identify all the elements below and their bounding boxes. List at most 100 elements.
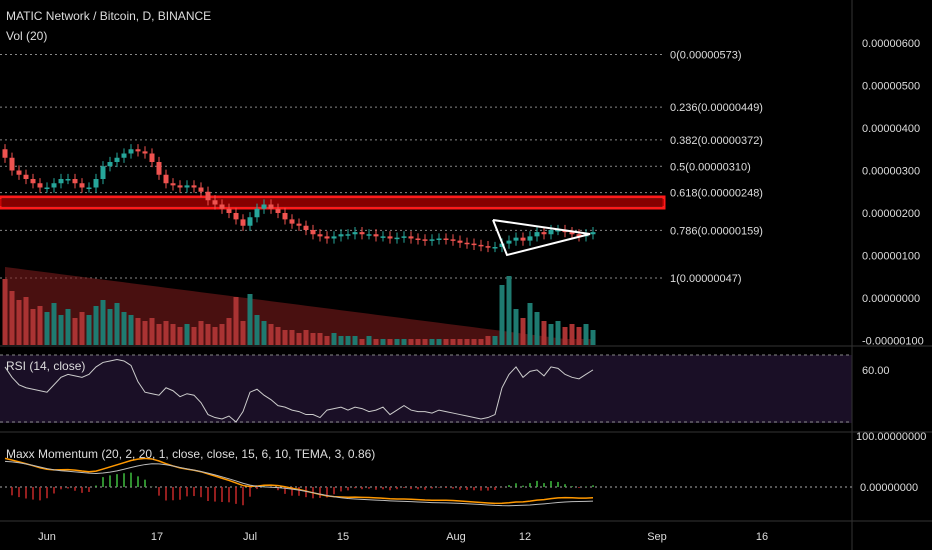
momentum-label: Maxx Momentum (20, 2, 20, 1, close, clos… bbox=[6, 447, 375, 461]
volume-bar bbox=[275, 327, 281, 345]
volume-bar bbox=[58, 315, 64, 345]
candle-body bbox=[387, 236, 393, 239]
candle-body bbox=[65, 179, 71, 181]
candle-body bbox=[555, 230, 561, 232]
candle-body bbox=[149, 153, 155, 162]
momentum-zero-label: 0.00000000 bbox=[860, 482, 918, 494]
candle-body bbox=[450, 239, 456, 241]
momentum-signal-line bbox=[4, 460, 594, 507]
candle-body bbox=[408, 236, 414, 239]
volume-bar bbox=[9, 291, 15, 345]
candle-body bbox=[240, 219, 246, 226]
candle-body bbox=[443, 238, 449, 240]
fib-label: 1(0.00000047) bbox=[670, 273, 742, 285]
candle-body bbox=[156, 162, 162, 175]
volume-bar bbox=[142, 321, 148, 345]
x-tick-label: Sep bbox=[647, 531, 667, 543]
volume-bar bbox=[205, 324, 211, 345]
y-tick-label: 0.00000600 bbox=[862, 38, 920, 50]
candle-body bbox=[9, 157, 15, 171]
volume-bar bbox=[212, 327, 218, 345]
volume-bar bbox=[282, 330, 288, 345]
candle-body bbox=[205, 191, 211, 201]
candle-body bbox=[51, 183, 57, 188]
chart-title: MATIC Network / Bitcoin, D, BINANCE bbox=[6, 9, 211, 23]
volume-bar bbox=[345, 336, 351, 345]
volume-bar bbox=[471, 339, 477, 345]
candle-body bbox=[429, 239, 435, 241]
candle-body bbox=[93, 179, 99, 188]
candle-body bbox=[457, 240, 463, 243]
candle-body bbox=[198, 187, 204, 192]
volume-bars bbox=[2, 267, 596, 345]
candle-body bbox=[254, 208, 260, 218]
volume-bar bbox=[296, 333, 302, 345]
volume-bar bbox=[65, 309, 71, 345]
volume-bar bbox=[121, 312, 127, 345]
momentum-top-label: 100.00000000 bbox=[856, 431, 926, 443]
candle-body bbox=[16, 170, 22, 175]
candle-body bbox=[191, 185, 197, 188]
candle-body bbox=[436, 238, 442, 240]
volume-bar bbox=[541, 321, 547, 345]
volume-bar bbox=[219, 324, 225, 345]
candle-body bbox=[401, 236, 407, 238]
y-tick-label: 0.00000200 bbox=[862, 208, 920, 220]
candle-body bbox=[44, 187, 50, 189]
volume-bar bbox=[415, 339, 421, 345]
volume-bar bbox=[394, 339, 400, 345]
volume-bar bbox=[359, 339, 365, 345]
volume-label: Vol (20) bbox=[6, 29, 47, 43]
volume-bar bbox=[583, 324, 589, 345]
candle-body bbox=[506, 240, 512, 244]
candle-body bbox=[331, 236, 337, 239]
volume-bar bbox=[317, 333, 323, 345]
volume-bar bbox=[128, 315, 134, 345]
volume-bar bbox=[107, 309, 113, 345]
candle-body bbox=[513, 237, 519, 241]
volume-bar bbox=[261, 321, 267, 345]
candle-body bbox=[177, 185, 183, 188]
volume-bar bbox=[506, 276, 512, 345]
candle-body bbox=[142, 151, 148, 154]
candle-body bbox=[492, 247, 498, 249]
volume-bar bbox=[520, 318, 526, 345]
candle-body bbox=[590, 232, 596, 235]
fib-label: 0.236(0.00000449) bbox=[670, 102, 763, 114]
volume-bar bbox=[247, 294, 253, 345]
y-tick-label: 0.00000000 bbox=[862, 293, 920, 305]
volume-bar bbox=[44, 312, 50, 345]
x-tick-label: Jul bbox=[243, 531, 257, 543]
volume-bar bbox=[562, 327, 568, 345]
candle-body bbox=[296, 223, 302, 226]
volume-bar bbox=[590, 330, 596, 345]
volume-bar bbox=[464, 339, 470, 345]
volume-bar bbox=[156, 324, 162, 345]
fib-label: 0.786(0.00000159) bbox=[670, 225, 763, 237]
volume-bar bbox=[527, 303, 533, 345]
candle-body bbox=[485, 246, 491, 248]
volume-bar bbox=[499, 285, 505, 345]
candle-body bbox=[212, 200, 218, 205]
candle-body bbox=[163, 174, 169, 184]
volume-bar bbox=[23, 297, 29, 345]
candle-body bbox=[422, 239, 428, 241]
volume-bar bbox=[555, 321, 561, 345]
candle-body bbox=[548, 230, 554, 235]
y-tick-label: 0.00000100 bbox=[862, 251, 920, 263]
volume-bar bbox=[254, 315, 260, 345]
volume-bar bbox=[191, 327, 197, 345]
candle-body bbox=[282, 213, 288, 220]
candle-body bbox=[373, 234, 379, 237]
rsi-level-label: 60.00 bbox=[862, 365, 890, 377]
candle-body bbox=[170, 183, 176, 186]
candle-body bbox=[2, 149, 8, 158]
y-tick-label: 0.00000400 bbox=[862, 123, 920, 135]
candle-body bbox=[226, 208, 232, 213]
candle-body bbox=[520, 237, 526, 241]
candle-body bbox=[233, 213, 239, 220]
price-candles bbox=[2, 144, 596, 253]
volume-bar bbox=[534, 312, 540, 345]
candle-body bbox=[324, 236, 330, 239]
